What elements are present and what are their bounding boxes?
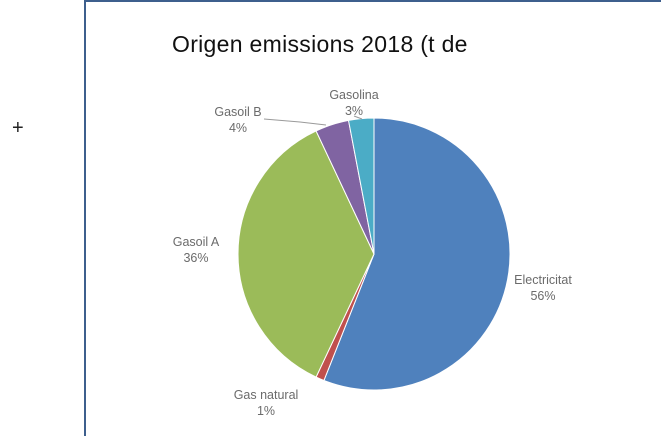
leader-line [263, 118, 327, 126]
chart-frame: Origen emissions 2018 (t de [84, 0, 661, 436]
slice-label-gasolina: Gasolina [329, 88, 378, 102]
slice-value-gasoil-b: 4% [229, 121, 247, 135]
slice-label-gasoil-a: Gasoil A [173, 235, 220, 249]
slice-label-gasoil-b: Gasoil B [214, 105, 261, 119]
pie-slice-gasoil-a [237, 130, 375, 378]
chart-title: Origen emissions 2018 (t de [172, 31, 468, 57]
pie-slice-electricitat [323, 117, 511, 391]
slice-value-gasoil-a: 36% [183, 251, 208, 265]
slice-label-electricitat: Electricitat [514, 273, 572, 287]
plus-icon: + [12, 117, 24, 139]
slice-value-gasolina: 3% [345, 104, 363, 118]
leader-line [353, 115, 363, 120]
slice-label-gas-natural: Gas natural [234, 388, 299, 402]
slice-value-gas-natural: 1% [257, 404, 275, 418]
slice-value-electricitat: 56% [530, 289, 555, 303]
